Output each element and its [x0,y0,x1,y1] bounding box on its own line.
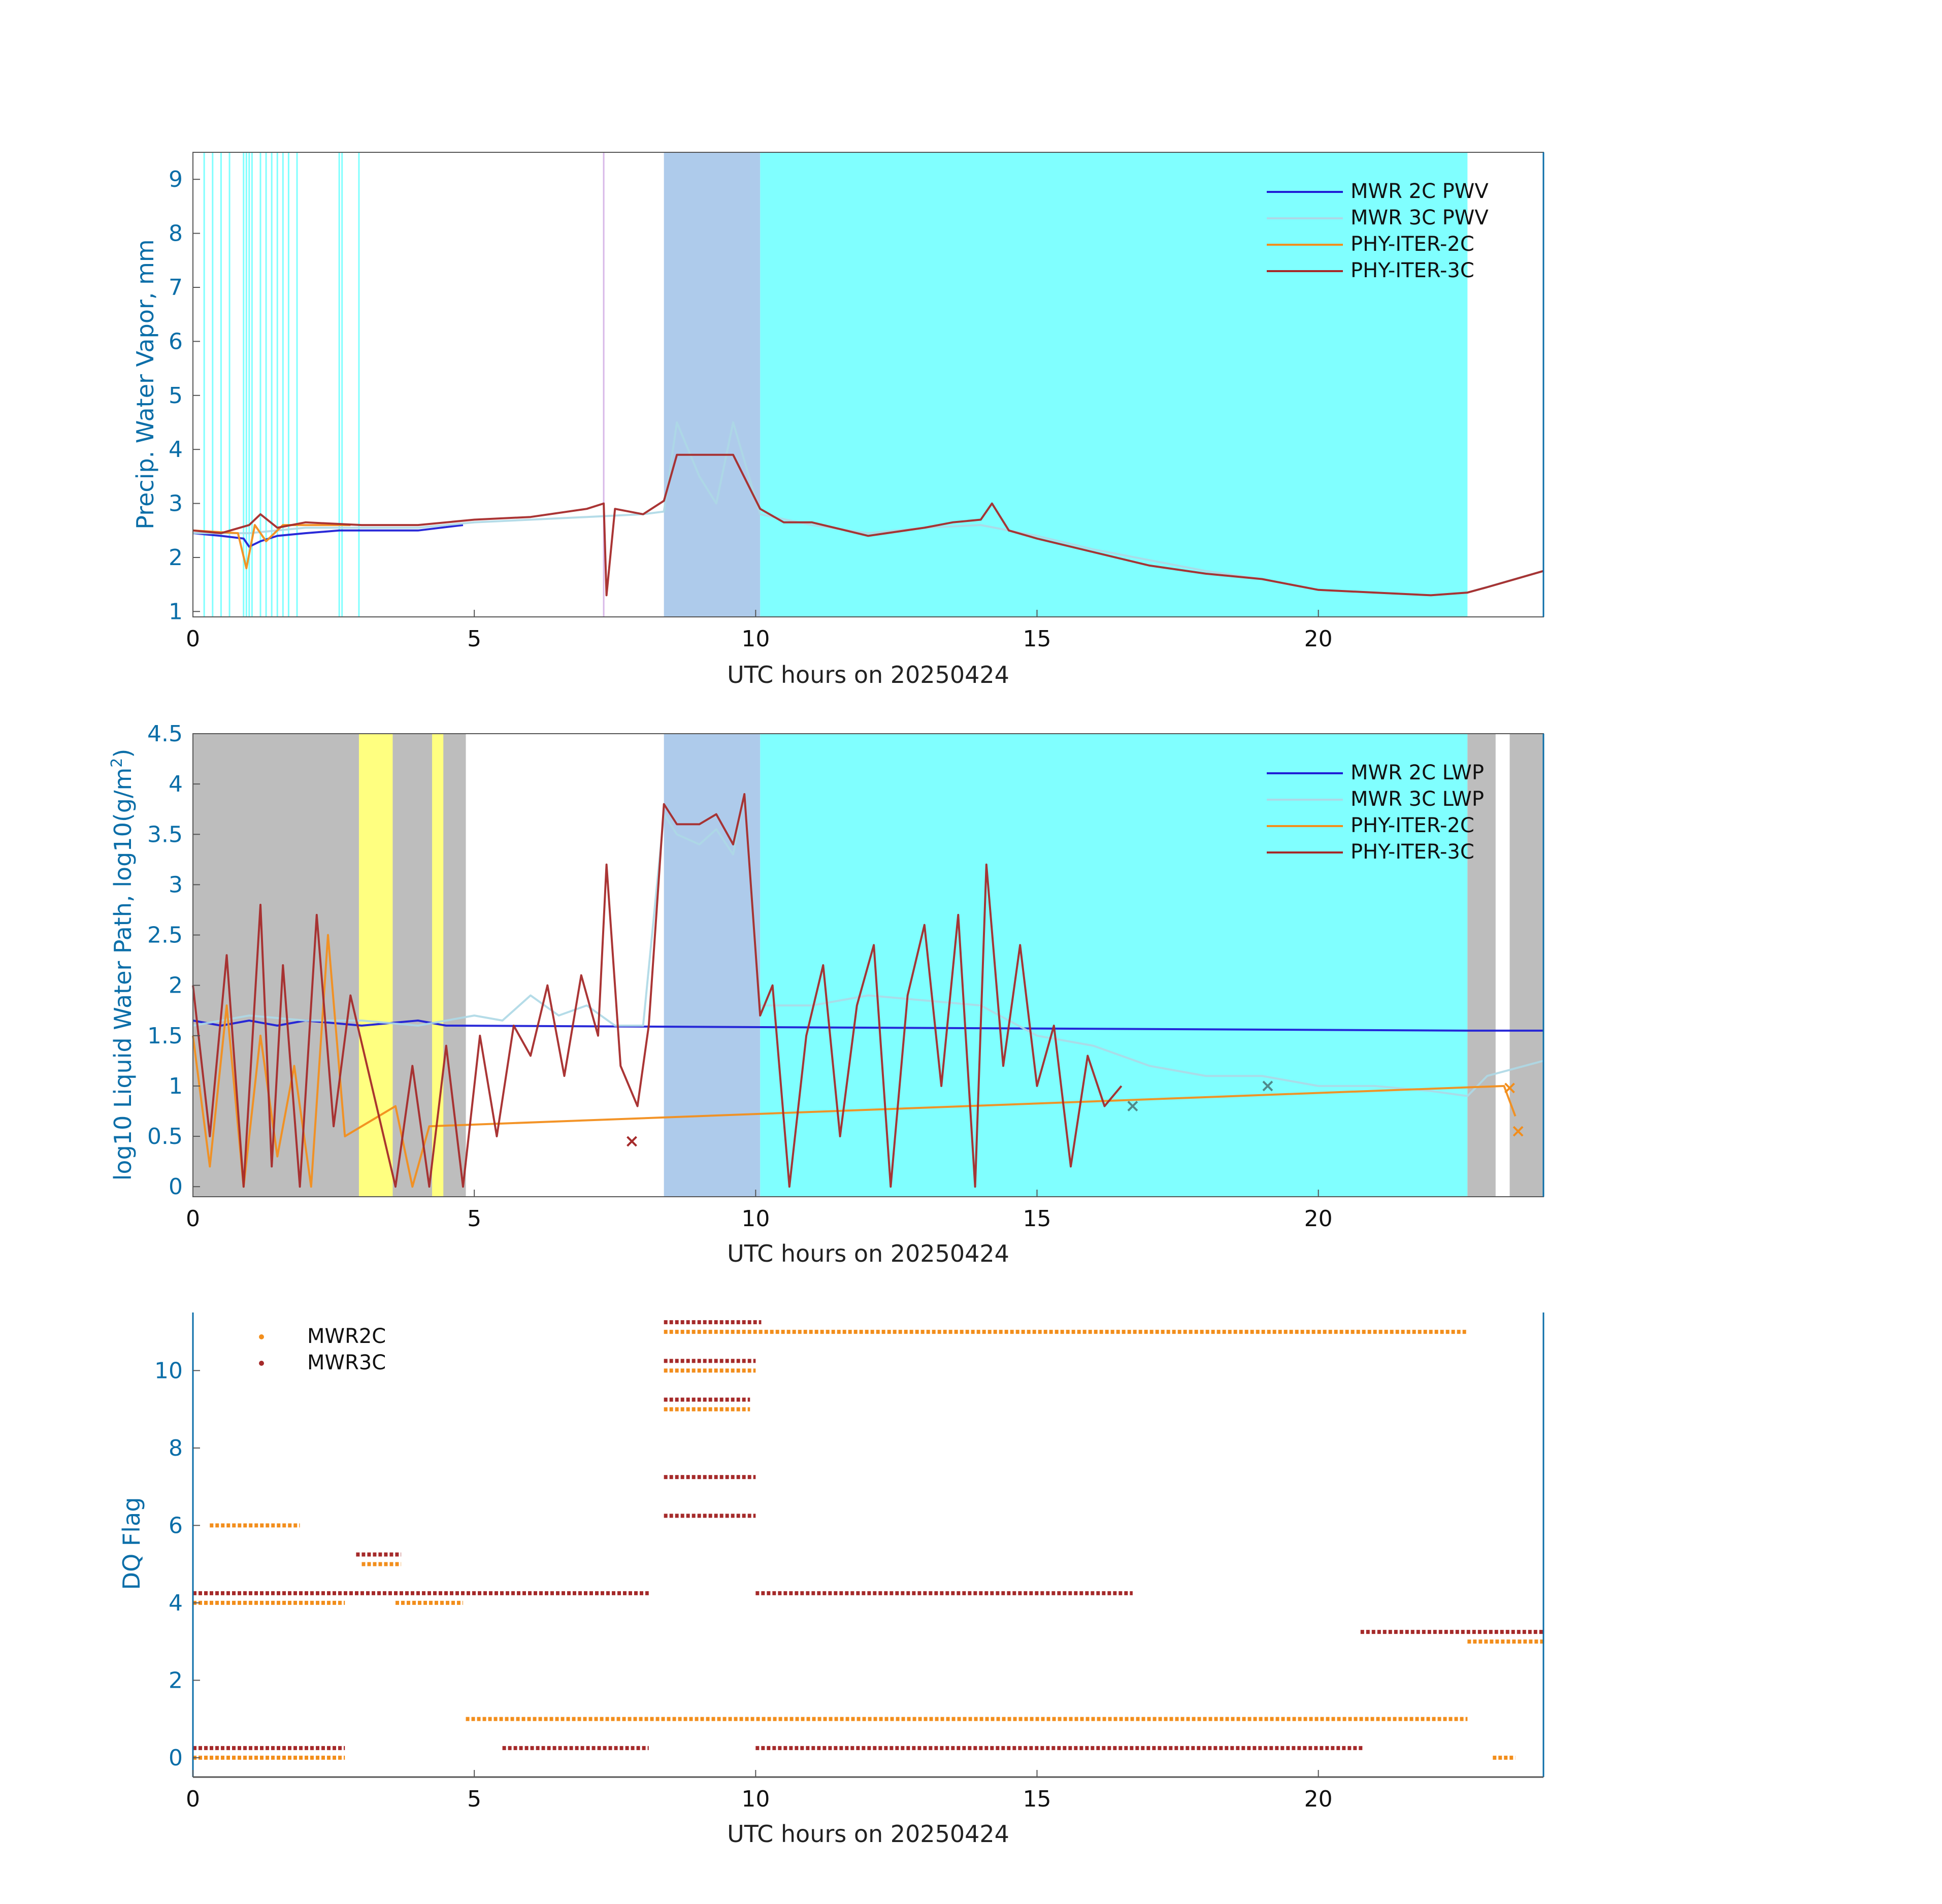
shaded-region [1509,734,1543,1197]
pwv-x-axis-label: UTC hours on 20250424 [727,661,1009,688]
y-tick-label: 2 [169,973,183,999]
x-tick-label: 5 [467,1786,481,1812]
y-tick-label: 10 [154,1358,183,1384]
y-tick-label: 2 [169,1667,183,1693]
series-line-phy-iter-3c [192,453,1544,597]
legend-label: PHY-ITER-3C [1351,259,1474,282]
y-tick-label: 4 [169,1590,183,1616]
x-tick-label: 10 [741,1206,770,1232]
shaded-region [1467,734,1496,1197]
shaded-region [432,734,444,1197]
legend-label: PHY-ITER-2C [1351,233,1474,256]
lwp-legend: MWR 2C LWP MWR 3C LWP PHY-ITER-2C PHY-ITER-… [1267,761,1484,864]
lwp-x-markers [627,1080,1524,1147]
y-tick-label: 8 [169,1435,183,1461]
x-marker [1127,1101,1138,1111]
y-tick-label: 1 [169,1073,183,1099]
shaded-region [760,734,1468,1197]
x-tick-label: 5 [467,626,481,652]
lwp-x-ticks: 0 5 10 15 20 [186,1190,1333,1232]
legend-label: MWR3C [307,1351,386,1374]
shaded-region [664,152,761,617]
x-tick-label: 15 [1023,626,1051,652]
legend-label: PHY-ITER-2C [1351,814,1474,837]
shaded-region [760,152,1468,617]
pwv-panel: 0 5 10 15 20 1 2 3 4 5 6 7 8 9 UTC hours on 20250424… [131,152,1544,688]
x-tick-label: 15 [1023,1786,1051,1812]
y-tick-label: 7 [169,275,183,301]
lwp-series-layer [192,793,1544,1188]
y-tick-label: 8 [169,221,183,247]
x-marker [627,1136,637,1147]
x-tick-label: 15 [1023,1206,1051,1232]
series-line-mwr-3c-lwp [192,793,1544,1097]
y-tick-label: 9 [169,167,183,192]
y-tick-label: 3 [169,491,183,517]
pwv-legend: MWR 2C PWV MWR 3C PWV PHY-ITER-2C PHY-ITER-… [1267,180,1489,282]
x-tick-label: 20 [1304,1206,1333,1232]
y-tick-label: 6 [169,1513,183,1538]
series-line-phy-iter-2c [192,524,351,570]
y-tick-label: 4 [169,437,183,463]
x-tick-label: 10 [741,1786,770,1812]
legend-label: MWR 2C LWP [1351,761,1484,784]
pwv-x-ticks: 0 5 10 15 20 [186,610,1333,652]
dq-x-axis-label: UTC hours on 20250424 [727,1820,1009,1848]
lwp-x-axis-label: UTC hours on 20250424 [727,1240,1009,1267]
pwv-y-axis-label: Precip. Water Vapor, mm [131,239,159,529]
lwp-shading-layer [193,734,1543,1197]
x-tick-label: 20 [1304,1786,1333,1812]
legend-marker [259,1361,264,1366]
shaded-region [664,734,761,1197]
y-tick-label: 3 [169,872,183,898]
y-tick-label: 5 [169,383,183,409]
y-tick-label: 1.5 [147,1023,183,1049]
pwv-shading-layer [664,152,1468,617]
dq-y-axis-label: DQ Flag [118,1497,145,1590]
y-tick-label: 2 [169,545,183,571]
dq-y-ticks: 0 2 4 6 8 10 [154,1358,200,1771]
y-tick-label: 4 [169,771,183,797]
legend-marker [259,1334,264,1339]
shaded-region [193,734,466,1197]
x-marker [1512,1126,1524,1137]
x-tick-label: 0 [186,1786,200,1812]
series-line-mwr-2c-pwv [192,524,464,548]
x-marker [1504,1082,1515,1094]
pwv-y-ticks: 1 2 3 4 5 6 7 8 9 [169,167,200,625]
x-tick-label: 0 [186,1206,200,1232]
y-tick-label: 6 [169,329,183,354]
legend-label: MWR2C [307,1325,386,1348]
shaded-region [358,734,393,1197]
x-tick-label: 10 [741,626,770,652]
series-line-phy-iter-3c [192,793,1123,1188]
dq-legend: MWR2C MWR3C [259,1325,386,1374]
legend-label: MWR 3C PWV [1351,206,1489,229]
y-tick-label: 3.5 [147,822,183,847]
x-tick-label: 20 [1304,626,1333,652]
x-tick-label: 0 [186,626,200,652]
y-tick-label: 0.5 [147,1124,183,1150]
dq-points-layer [193,1320,1543,1760]
lwp-y-ticks: 0 0.5 1 1.5 2 2.5 3 3.5 4 4.5 [147,721,200,1200]
x-marker [1262,1080,1273,1092]
x-tick-label: 5 [467,1206,481,1232]
y-tick-label: 0 [169,1745,183,1771]
dq-panel: 0 5 10 15 20 0 2 4 6 8 10 UTC hours on 20250424 D… [118,1312,1544,1848]
lwp-y-axis-label: log10 Liquid Water Path, log10(g/m2) [108,749,137,1181]
legend-label: MWR 2C PWV [1351,180,1489,203]
legend-label: PHY-ITER-3C [1351,840,1474,864]
y-tick-label: 1 [169,599,183,625]
y-tick-label: 0 [169,1174,183,1200]
dq-x-ticks: 0 5 10 15 20 [186,1770,1333,1812]
y-tick-label: 4.5 [147,721,183,747]
y-tick-label: 2.5 [147,923,183,948]
legend-label: MWR 3C LWP [1351,787,1484,811]
lwp-panel: 0 5 10 15 20 0 0.5 1 1.5 2 2.5 3 3.5 4 4.5 UTC hours … [108,721,1544,1267]
pwv-series-layer [192,421,1544,597]
pwv-vertical-flag-lines [203,152,605,617]
